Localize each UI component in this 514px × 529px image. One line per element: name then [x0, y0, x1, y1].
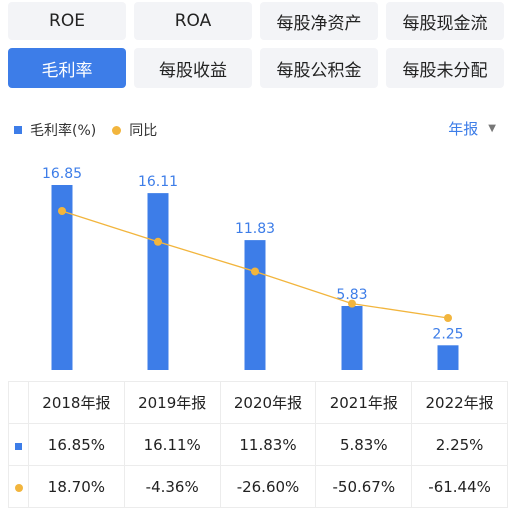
- table-cell: 16.11%: [123, 423, 221, 466]
- table-cell: 2.25%: [411, 423, 508, 466]
- bar-2022年报: [437, 345, 459, 370]
- gross-margin-chart: 16.85 16.11 11.83 5.83 2.25: [42, 166, 464, 370]
- bar-2018年报: [51, 185, 73, 370]
- tab-eps[interactable]: 每股收益: [134, 48, 252, 88]
- period-selector[interactable]: 年报 ▼: [448, 118, 496, 139]
- bar-value-label: 11.83: [235, 221, 275, 237]
- table-cell: -61.44%: [411, 465, 508, 508]
- table-header: 2019年报: [123, 381, 221, 424]
- table-cell: -4.36%: [123, 465, 221, 508]
- tab-roe[interactable]: ROE: [8, 2, 126, 40]
- table-header: 2022年报: [411, 381, 508, 424]
- caret-down-icon: ▼: [488, 123, 496, 134]
- bar-marker-icon: [15, 442, 22, 450]
- tab-gross-margin[interactable]: 毛利率: [8, 48, 126, 88]
- yoy-point-2021年报: [348, 299, 356, 308]
- table-cell: 16.85%: [28, 423, 125, 466]
- row-marker: [8, 423, 29, 466]
- chart-legend: 毛利率(%) 同比: [14, 120, 157, 140]
- table-row: 18.70% -4.36% -26.60% -50.67% -61.44%: [8, 465, 508, 508]
- yoy-point-2018年报: [58, 207, 66, 215]
- tab-roa[interactable]: ROA: [134, 2, 252, 40]
- table-cell: -26.60%: [219, 465, 317, 508]
- tab-row-1: ROE ROA 每股净资产 每股现金流: [8, 2, 506, 40]
- row-marker: [8, 465, 29, 508]
- table-cell: -50.67%: [315, 465, 413, 508]
- tab-net-asset-per-share[interactable]: 每股净资产: [260, 2, 378, 40]
- bar-2021年报: [341, 305, 363, 370]
- table-header-row: 2018年报 2019年报 2020年报 2021年报 2022年报: [8, 381, 508, 424]
- table-cell: 18.70%: [28, 465, 125, 508]
- bar-value-label: 16.11: [138, 174, 178, 190]
- tab-reserve-per-share[interactable]: 每股公积金: [260, 48, 378, 88]
- table-corner: [8, 381, 29, 424]
- tab-cash-flow-per-share[interactable]: 每股现金流: [386, 2, 504, 40]
- yoy-point-2022年报: [444, 314, 452, 322]
- table-header: 2021年报: [315, 381, 413, 424]
- period-selector-label: 年报: [448, 120, 479, 138]
- line-marker-icon: [14, 483, 23, 492]
- table-row: 16.85% 16.11% 11.83% 5.83% 2.25%: [8, 423, 508, 466]
- bar-value-label: 2.25: [432, 326, 463, 342]
- bar-legend-label: 毛利率(%): [30, 123, 97, 139]
- bar-legend-swatch: [14, 126, 22, 134]
- bar-2020年报: [244, 240, 266, 370]
- table-cell: 11.83%: [219, 423, 317, 466]
- indicator-tabs: ROE ROA 每股净资产 每股现金流 毛利率 每股收益 每股公积金 每股未分配: [8, 2, 506, 96]
- line-legend-swatch: [112, 125, 122, 135]
- table-header: 2020年报: [219, 381, 317, 424]
- table-cell: 5.83%: [315, 423, 413, 466]
- yoy-point-2019年报: [154, 237, 162, 246]
- yoy-point-2020年报: [251, 267, 259, 276]
- bar-value-label: 5.83: [336, 287, 367, 303]
- tab-undistributed-per-share[interactable]: 每股未分配: [386, 48, 504, 88]
- bar-2019年报: [147, 193, 169, 370]
- line-legend-label: 同比: [129, 123, 158, 139]
- tab-row-2: 毛利率 每股收益 每股公积金 每股未分配: [8, 48, 506, 88]
- table-header: 2018年报: [28, 381, 125, 424]
- data-table: 2018年报 2019年报 2020年报 2021年报 2022年报 16.85…: [8, 381, 508, 508]
- bar-value-label: 16.85: [42, 166, 82, 182]
